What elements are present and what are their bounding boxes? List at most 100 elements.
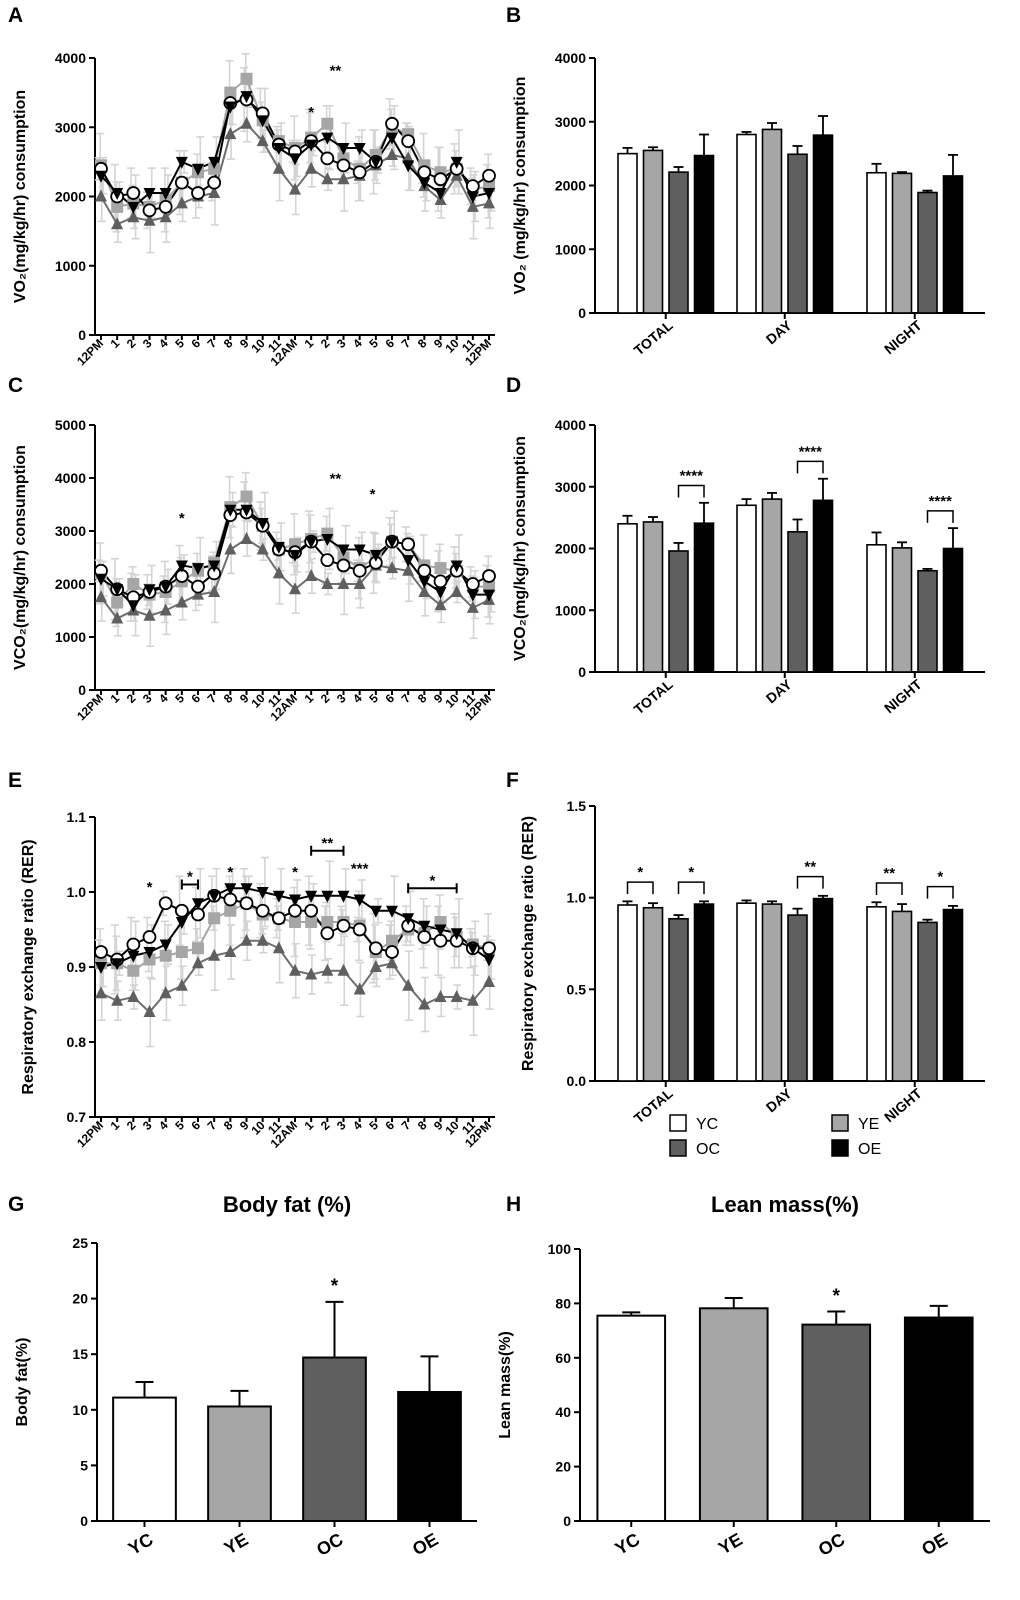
point-YC [94, 945, 108, 959]
y-tick-label: 0 [578, 305, 586, 321]
y-tick-label: 1000 [555, 602, 586, 618]
y-tick-label: 25 [72, 1235, 88, 1251]
bar-YC [736, 504, 757, 673]
point-OE [353, 894, 366, 907]
y-tick-label: 15 [72, 1346, 88, 1362]
point-YC [433, 933, 448, 948]
bar-OE [942, 547, 964, 673]
point-OE [256, 115, 269, 128]
bar-OE [693, 903, 715, 1082]
bracket-line [677, 881, 705, 895]
x-tick-label: 3 [140, 691, 155, 706]
point-YE [111, 596, 124, 609]
y-tick-label: 0 [563, 1513, 571, 1529]
y-tick-label: 0.9 [67, 959, 87, 975]
bar-OC [787, 914, 808, 1082]
x-tick-label: NIGHT [881, 317, 925, 358]
point-YC [320, 553, 335, 568]
point-OE [369, 905, 382, 918]
chart-title: Body fat (%) [223, 1192, 351, 1217]
point-OE [159, 188, 172, 201]
x-tick-label: 2 [124, 691, 139, 706]
point-YC [191, 186, 205, 200]
point-OE [402, 160, 415, 173]
point-YC [417, 165, 432, 180]
y-axis-label: VO₂ (mg/kg/hr) consumption [512, 77, 529, 295]
x-tick-label: 6 [188, 336, 203, 351]
panel-D: D 0 1000 2000 3000 4000 VCO₂(mg/kg/hr) consump… [506, 374, 985, 717]
point-YC [207, 175, 222, 190]
bar-OE [942, 175, 964, 314]
y-axis-label: Respiratory exchange ratio (RER) [20, 839, 37, 1094]
point-OC [305, 569, 318, 582]
bar-YC [617, 152, 638, 314]
point-OC [434, 990, 447, 1002]
point-OC [337, 172, 350, 185]
x-tick-label: 1 [108, 336, 123, 351]
y-tick-label: 4000 [55, 470, 86, 486]
y-tick-label: 40 [555, 1404, 571, 1420]
y-tick-label: 20 [72, 1291, 88, 1307]
point-OE [208, 156, 221, 169]
y-tick-label: 4000 [555, 417, 586, 433]
point-OE [337, 544, 350, 557]
point-OE [483, 188, 495, 201]
point-YE [224, 904, 237, 917]
point-OC [353, 982, 366, 995]
x-tick-label: 5 [366, 1118, 381, 1133]
point-YC [385, 945, 399, 959]
point-OE [321, 533, 334, 546]
bar-YE [642, 149, 664, 314]
y-tick-label: 0 [78, 327, 86, 343]
y-tick-label: 2000 [555, 178, 586, 194]
bracket-line [677, 484, 705, 498]
point-OE [418, 177, 431, 190]
x-tick-label: 3 [334, 1118, 349, 1133]
point-YC [385, 116, 399, 131]
point-OE [434, 924, 447, 937]
significance-star: **** [680, 468, 704, 485]
bar-YC [617, 904, 638, 1082]
x-tick-label: TOTAL [631, 1085, 676, 1127]
point-YE [240, 72, 253, 85]
significance-star: ** [804, 859, 816, 876]
point-OE [434, 188, 447, 201]
point-OE [224, 101, 237, 114]
point-OE [143, 947, 156, 959]
point-OC [305, 967, 318, 980]
x-tick-label: 5 [366, 691, 381, 706]
x-tick-label: 4 [156, 691, 171, 706]
x-tick-label: 6 [188, 691, 203, 706]
y-tick-label: 1.0 [567, 890, 587, 906]
point-YE [224, 86, 237, 99]
point-OC [224, 127, 237, 140]
point-YC [352, 165, 367, 180]
point-OC [224, 945, 237, 957]
panel-E: E 0.7 0.8 0.9 1.0 1.1 Respiratory exchange rat… [8, 769, 496, 1151]
chart-title: Lean mass(%) [711, 1192, 859, 1217]
point-OC [111, 217, 124, 230]
panel-letter: F [506, 769, 519, 792]
y-tick-label: 0 [78, 682, 86, 698]
point-OC [175, 978, 188, 991]
x-tick-label: 1 [302, 691, 317, 706]
legend-swatch-YE [831, 1114, 849, 1132]
x-tick-label: DAY [763, 317, 795, 348]
bracket-line [796, 875, 824, 889]
y-tick-label: 0 [578, 664, 586, 680]
point-OC [337, 963, 350, 976]
point-OC [272, 566, 285, 579]
point-OC [175, 196, 188, 209]
x-tick-label: OE [409, 1529, 442, 1559]
bar-OC [787, 531, 808, 673]
panel-C: C 0 1000 2000 3000 4000 5000 VCO₂(mg/kg/hr) con… [8, 374, 496, 724]
x-tick-label: 8 [415, 1118, 430, 1133]
point-YC [271, 911, 286, 926]
point-OC [127, 990, 140, 1002]
y-tick-label: 5000 [55, 417, 86, 433]
x-tick-label: 7 [399, 691, 414, 706]
x-tick-label: 2 [124, 1118, 139, 1133]
point-OE [402, 555, 415, 568]
point-YC [223, 892, 238, 907]
bar-YC [736, 902, 757, 1082]
